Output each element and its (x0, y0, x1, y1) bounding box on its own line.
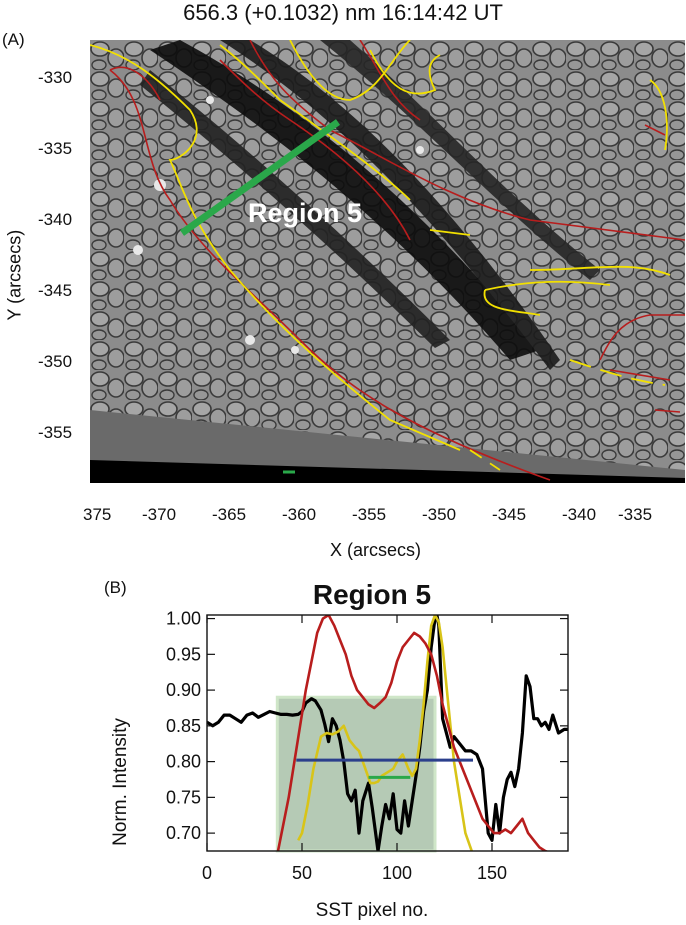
y-tick-label-6: 1.00 (166, 609, 201, 629)
chart-xlabel: SST pixel no. (316, 900, 429, 921)
y-tick-label-4: 0.90 (166, 680, 201, 700)
y-tick-4: -350 (38, 352, 73, 371)
x-tick-3: -360 (282, 505, 317, 524)
y-tick-label-5: 0.95 (166, 644, 201, 664)
panel-a-xlabel: X (arcsecs) (330, 540, 422, 560)
y-tick-label-1: 0.75 (166, 787, 201, 807)
bright-points (133, 96, 424, 354)
red-contours (109, 40, 685, 481)
x-tick-4: -355 (352, 505, 387, 524)
x-tick-0: 375 (83, 505, 112, 524)
x-tick-5: -350 (422, 505, 457, 524)
x-tick-label-3: 150 (477, 863, 507, 883)
y-tick-label-0: 0.70 (166, 823, 201, 843)
y-tick-2: -340 (38, 210, 73, 229)
x-tick-2: -365 (212, 505, 247, 524)
y-tick-3: -345 (38, 281, 73, 300)
panel-b-label: (B) (104, 578, 127, 597)
panel-a-ylabel: Y (arcsecs) (4, 229, 25, 321)
image-edge-black (90, 460, 685, 483)
x-tick-label-0: 0 (202, 863, 212, 883)
x-tick-8: -335 (618, 505, 653, 524)
intensity-chart: Region 5 SST pixel no. Norm. Intensity 0… (110, 579, 569, 921)
chart-ylabel: Norm. Intensity (110, 718, 131, 846)
green-cut-line (179, 119, 341, 236)
solar-image-panel: Region 5 (90, 40, 685, 483)
panel-a-label: (A) (2, 30, 25, 49)
y-tick-0: -330 (38, 68, 73, 87)
x-tick-label-1: 50 (292, 863, 312, 883)
x-tick-7: -340 (562, 505, 597, 524)
series-line-1 (297, 615, 474, 851)
x-tick-label-2: 100 (382, 863, 412, 883)
y-tick-1: -335 (38, 139, 73, 158)
x-tick-6: -345 (492, 505, 527, 524)
figure-title: 656.3 (+0.1032) nm 16:14:42 UT (183, 0, 503, 25)
region-label: Region 5 (248, 198, 362, 228)
chart-title: Region 5 (313, 579, 431, 610)
y-tick-5: -355 (38, 423, 73, 442)
plot-frame (206, 614, 569, 852)
x-tick-1: -370 (142, 505, 177, 524)
y-tick-label-2: 0.80 (166, 752, 201, 772)
y-tick-label-3: 0.85 (166, 716, 201, 736)
series-line-2 (276, 615, 549, 851)
yellow-contours (90, 40, 671, 471)
series-line-0 (207, 615, 568, 851)
